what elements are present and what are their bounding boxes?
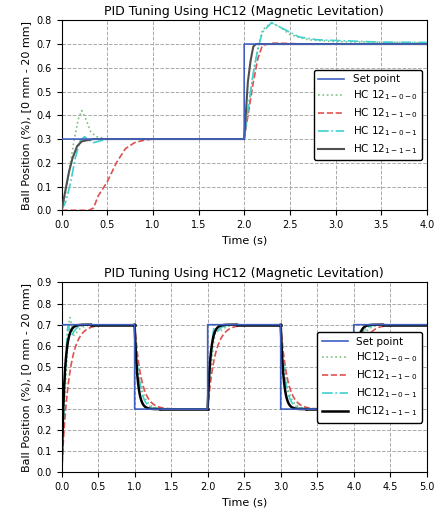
Title: PID Tuning Using HC12 (Magnetic Levitation): PID Tuning Using HC12 (Magnetic Levitati…: [104, 267, 384, 280]
X-axis label: Time (s): Time (s): [222, 236, 267, 245]
Legend: Set point, HC12$_{1-0-0}$, HC12$_{1-1-0}$, HC12$_{1-0-1}$, HC12$_{1-1-1}$: Set point, HC12$_{1-0-0}$, HC12$_{1-1-0}…: [317, 332, 422, 423]
Title: PID Tuning Using HC12 (Magnetic Levitation): PID Tuning Using HC12 (Magnetic Levitati…: [104, 5, 384, 18]
X-axis label: Time (s): Time (s): [222, 498, 267, 507]
Legend: Set point, HC 12$_{1-0-0}$, HC 12$_{1-1-0}$, HC 12$_{1-0-1}$, HC 12$_{1-1-1}$: Set point, HC 12$_{1-0-0}$, HC 12$_{1-1-…: [314, 70, 422, 161]
Y-axis label: Ball Position (%), [0 mm - 20 mm]: Ball Position (%), [0 mm - 20 mm]: [21, 21, 31, 210]
Y-axis label: Ball Position (%), [0 mm - 20 mm]: Ball Position (%), [0 mm - 20 mm]: [21, 283, 31, 472]
